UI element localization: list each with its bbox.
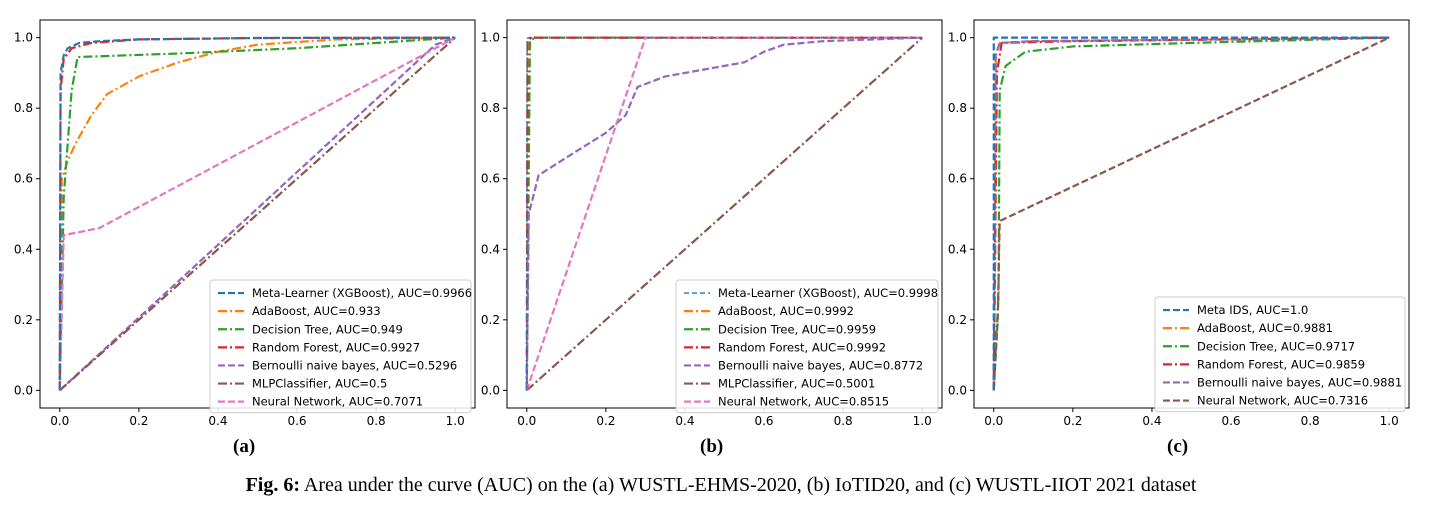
- legend-entry-4: Random Forest, AUC=0.9992: [718, 340, 886, 354]
- series-group: [992, 36, 1390, 391]
- y-tick-label: 1.0: [14, 31, 33, 45]
- x-tick-label: 0.0: [517, 414, 536, 428]
- y-tick-label: 0.6: [481, 172, 500, 186]
- x-tick-label: 0.2: [129, 414, 148, 428]
- legend: Meta-Learner (XGBoost), AUC=0.9998 AdaBoo…: [675, 279, 939, 414]
- legend-entry-3: Decision Tree, AUC=0.9959: [718, 322, 876, 336]
- y-tick-label: 0.0: [481, 383, 500, 397]
- panel-label-c: (c): [1167, 436, 1189, 457]
- series-line-6: [992, 36, 1390, 391]
- series-line-6: [526, 36, 923, 392]
- x-tick-label: 0.6: [754, 414, 773, 428]
- y-tick-label: 0.4: [14, 242, 33, 256]
- legend-box: [675, 279, 939, 414]
- series-group: [525, 36, 923, 392]
- y-tick-label: 0.6: [948, 172, 967, 186]
- caption-label: Fig. 6:: [245, 474, 300, 496]
- roc-figure: 0.0 0.2 0.4 0.6 0.8 1.00.00.20.40.60.81.0Meta…: [14, 19, 1410, 428]
- legend-entry-6: Neural Network, AUC=0.7316: [1197, 394, 1368, 408]
- series-group: [58, 36, 456, 392]
- panel-label-a: (a): [233, 436, 256, 457]
- caption-text: Area under the curve (AUC) on the (a) WU…: [303, 474, 1197, 496]
- legend-entry-2: AdaBoost, AUC=0.9992: [718, 304, 854, 318]
- x-tick-label: 0.4: [675, 414, 694, 428]
- x-tick-label: 1.0: [913, 414, 932, 428]
- legend: Meta IDS, AUC=1.0 AdaBoost, AUC=0.9881 Dec…: [1154, 296, 1406, 413]
- legend-entry-6: MLPClassifier, AUC=0.5: [252, 377, 387, 391]
- legend-entry-1: Meta-Learner (XGBoost), AUC=0.9998: [718, 286, 938, 300]
- legend-entry-6: MLPClassifier, AUC=0.5001: [718, 377, 875, 391]
- y-tick-label: 0.2: [481, 313, 500, 327]
- legend-entry-5: Bernoulli naive bayes, AUC=0.9881: [1197, 375, 1402, 389]
- chart-panel-a: 0.0 0.2 0.4 0.6 0.8 1.00.00.20.40.60.81.0Meta…: [14, 19, 476, 428]
- legend-entry-1: Meta-Learner (XGBoost), AUC=0.9966: [252, 286, 472, 300]
- legend-entry-3: Decision Tree, AUC=0.9717: [1197, 339, 1355, 353]
- series-line-5: [525, 36, 923, 391]
- y-tick-label: 0.0: [948, 383, 967, 397]
- series-line-1: [992, 36, 1390, 391]
- x-tick-label: 0.2: [596, 414, 615, 428]
- x-tick-label: 1.0: [446, 414, 465, 428]
- x-tick-label: 0.6: [1221, 414, 1240, 428]
- y-tick-label: 0.2: [948, 313, 967, 327]
- legend-entry-7: Neural Network, AUC=0.7071: [252, 395, 423, 409]
- legend-entry-5: Bernoulli naive bayes, AUC=0.8772: [718, 358, 923, 372]
- y-tick-label: 1.0: [948, 31, 967, 45]
- series-line-1: [526, 36, 923, 391]
- legend: Meta-Learner (XGBoost), AUC=0.9966 AdaBoo…: [209, 279, 472, 414]
- series-line-3: [58, 36, 456, 391]
- x-tick-label: 0.8: [367, 414, 386, 428]
- x-tick-label: 0.0: [984, 414, 1003, 428]
- y-tick-label: 0.2: [14, 313, 33, 327]
- x-tick-label: 0.2: [1063, 414, 1082, 428]
- series-line-5: [992, 36, 1390, 391]
- series-line-5: [59, 36, 456, 392]
- legend-entry-1: Meta IDS, AUC=1.0: [1197, 303, 1308, 317]
- x-tick-label: 0.4: [1142, 414, 1161, 428]
- x-tick-label: 1.0: [1380, 414, 1399, 428]
- y-tick-label: 1.0: [481, 31, 500, 45]
- legend-entry-3: Decision Tree, AUC=0.949: [252, 322, 403, 336]
- legend-entry-7: Neural Network, AUC=0.8515: [718, 395, 889, 409]
- legend-entry-4: Random Forest, AUC=0.9927: [252, 340, 420, 354]
- x-tick-label: 0.6: [287, 414, 306, 428]
- legend-entry-2: AdaBoost, AUC=0.9881: [1197, 321, 1333, 335]
- y-tick-label: 0.8: [481, 101, 500, 115]
- y-tick-label: 0.8: [948, 101, 967, 115]
- figure-caption: Fig. 6: Area under the curve (AUC) on th…: [0, 474, 1442, 497]
- x-tick-label: 0.8: [834, 414, 853, 428]
- x-tick-label: 0.8: [1301, 414, 1320, 428]
- legend-entry-2: AdaBoost, AUC=0.933: [252, 304, 381, 318]
- legend-box: [1154, 296, 1406, 413]
- legend-entry-4: Random Forest, AUC=0.9859: [1197, 357, 1365, 371]
- x-tick-label: 0.0: [50, 414, 69, 428]
- series-line-7: [58, 36, 456, 391]
- legend-entry-5: Bernoulli naive bayes, AUC=0.5296: [252, 358, 457, 372]
- y-tick-label: 0.4: [948, 242, 967, 256]
- series-line-6: [59, 36, 456, 392]
- series-line-3: [992, 36, 1390, 391]
- y-tick-label: 0.6: [14, 172, 33, 186]
- y-tick-label: 0.0: [14, 383, 33, 397]
- x-tick-label: 0.4: [208, 414, 227, 428]
- panel-label-b: (b): [700, 436, 724, 457]
- series-line-7: [525, 36, 923, 391]
- y-tick-label: 0.8: [14, 101, 33, 115]
- chart-panel-b: 0.0 0.2 0.4 0.6 0.8 1.00.00.20.40.60.81.0Meta…: [481, 19, 943, 428]
- legend-box: [209, 279, 472, 414]
- series-line-1: [58, 36, 456, 391]
- y-tick-label: 0.4: [481, 242, 500, 256]
- chart-panel-c: 0.0 0.2 0.4 0.6 0.8 1.00.00.20.40.60.81.0Meta…: [948, 19, 1410, 428]
